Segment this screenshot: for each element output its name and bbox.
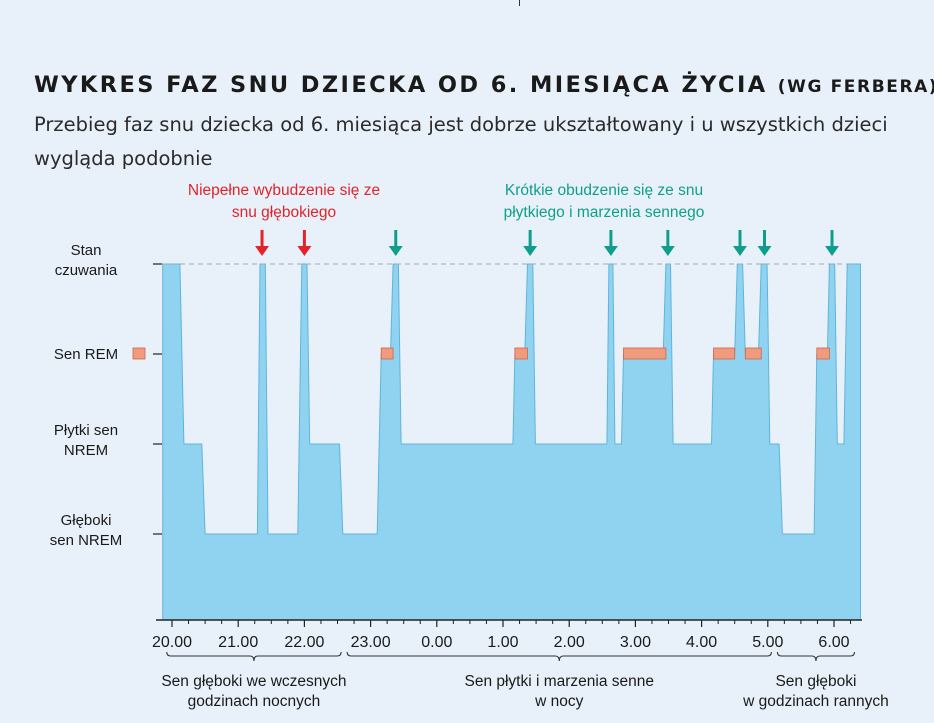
brief-awakening-arrow-head xyxy=(603,246,618,256)
period-label: w nocy xyxy=(534,693,583,710)
hypnogram-area xyxy=(162,263,861,621)
period-label: Sen głęboki we wczesnych xyxy=(161,673,346,690)
y-level-label: czuwania xyxy=(55,262,118,279)
x-tick-label: 0.00 xyxy=(421,634,452,651)
title-main: WYKRES FAZ SNU DZIECKA OD 6. MIESIĄCA ŻY… xyxy=(34,72,768,98)
rem-bar xyxy=(713,347,736,360)
partial-arousal-arrow-head xyxy=(255,246,270,256)
x-tick-label: 1.00 xyxy=(487,634,518,651)
period-brace xyxy=(346,651,772,662)
partial-arousal-annotation: Niepełne wybudzenie się ze xyxy=(188,182,380,199)
brief-awakening-arrow-head xyxy=(523,246,538,256)
rem-bar xyxy=(514,347,528,360)
period-brace xyxy=(166,651,342,662)
y-level-label: Głęboki xyxy=(61,512,112,529)
rem-bar xyxy=(816,347,830,360)
period-brace xyxy=(776,651,856,662)
brief-awakening-arrow-head xyxy=(660,246,675,256)
y-level-label: Sen REM xyxy=(54,346,118,363)
partial-arousal-annotation: snu głębokiego xyxy=(232,204,336,221)
period-label: w godzinach rannych xyxy=(742,693,889,710)
rem-bar xyxy=(623,347,667,360)
y-level-label: sen NREM xyxy=(50,532,123,549)
brief-awakening-arrow-head xyxy=(388,246,403,256)
y-level-label: Stan xyxy=(71,242,102,259)
x-tick-label: 23.00 xyxy=(351,634,391,651)
brief-awakening-arrow-head xyxy=(825,246,840,256)
brief-awakening-arrow-head xyxy=(732,246,747,256)
y-level-label: Płytki sen xyxy=(54,422,118,439)
period-label: Sen płytki i marzenia senne xyxy=(464,673,654,690)
top-divider-mark xyxy=(519,0,520,6)
brief-awakening-arrow-head xyxy=(757,246,772,256)
x-tick-label: 2.00 xyxy=(554,634,585,651)
rem-bar xyxy=(744,347,762,360)
x-tick-label: 6.00 xyxy=(818,634,849,651)
x-tick-label: 5.00 xyxy=(752,634,783,651)
partial-arousal-arrow-head xyxy=(297,246,312,256)
x-tick-label: 3.00 xyxy=(620,634,651,651)
x-tick-label: 4.00 xyxy=(686,634,717,651)
rem-bar xyxy=(380,347,394,360)
x-tick-label: 22.00 xyxy=(284,634,324,651)
rem-legend-swatch xyxy=(132,347,146,360)
period-label: Sen głęboki xyxy=(775,673,856,690)
x-tick-label: 20.00 xyxy=(152,634,192,651)
period-label: godzinach nocnych xyxy=(188,693,321,710)
brief-awakening-annotation: płytkiego i marzenia sennego xyxy=(504,204,705,221)
brief-awakening-annotation: Krótkie obudzenie się ze snu xyxy=(505,182,703,199)
title-source: (WG FERBERA) xyxy=(777,77,934,97)
chart-subtitle: Przebieg faz snu dziecka od 6. miesiąca … xyxy=(34,113,888,170)
y-level-label: NREM xyxy=(64,442,108,459)
chart-title: WYKRES FAZ SNU DZIECKA OD 6. MIESIĄCA ŻY… xyxy=(34,72,934,98)
x-tick-label: 21.00 xyxy=(218,634,258,651)
